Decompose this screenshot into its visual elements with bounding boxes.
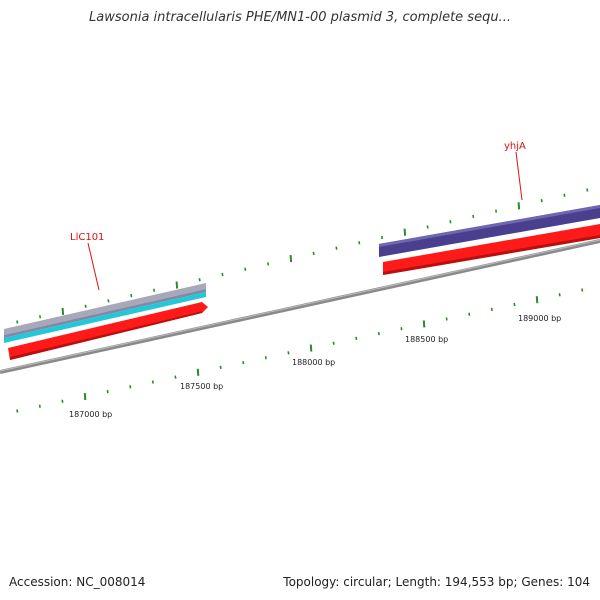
gene-band-cyan <box>4 292 206 343</box>
cds-arrow-left-shade <box>10 311 203 360</box>
topology-info-text: Topology: circular; Length: 194,553 bp; … <box>283 575 590 589</box>
upper-row-minor-tick <box>153 288 156 292</box>
lower-row-minor-tick <box>242 360 245 365</box>
upper-row-minor-tick <box>244 267 247 271</box>
gene-feature-yhja[interactable] <box>379 205 600 275</box>
lower-row-minor-tick <box>287 351 290 355</box>
upper-row-minor-tick <box>563 193 566 197</box>
tick-label-188500: 188500 bp <box>405 335 448 344</box>
gene-label-1: LlC101 <box>70 232 104 243</box>
upper-row-minor-tick <box>39 315 42 319</box>
lower-row-minor-tick <box>332 341 335 345</box>
upper-row-major-tick <box>403 228 407 236</box>
gene-label-leader-2 <box>515 151 523 201</box>
lower-row-minor-tick <box>468 312 471 316</box>
lower-row-minor-tick <box>558 293 561 297</box>
tick-label-189000: 189000 bp <box>518 314 561 323</box>
gene-feature-llc101[interactable] <box>4 283 208 360</box>
gene-band-grey <box>4 283 206 335</box>
gene-band-grey-dark <box>4 289 206 338</box>
tick-label-187000: 187000 bp <box>69 410 112 419</box>
upper-row-minor-tick <box>449 220 452 224</box>
lower-row-major-tick <box>196 368 200 376</box>
lower-row-minor-tick <box>400 327 403 331</box>
lower-row-minor-tick <box>445 317 448 321</box>
lower-row-minor-tick <box>61 399 64 403</box>
backbone-highlight <box>0 239 600 372</box>
tick-label-187500: 187500 bp <box>180 382 223 391</box>
lower-row-minor-tick <box>219 365 222 370</box>
upper-row-minor-tick <box>426 225 429 229</box>
lower-row-minor-tick <box>581 288 584 292</box>
upper-row-minor-tick <box>130 293 133 298</box>
lower-row-minor-tick <box>513 302 516 307</box>
upper-row-major-tick <box>289 255 293 263</box>
upper-row-minor-tick <box>381 235 384 240</box>
upper-row-minor-tick <box>107 299 110 303</box>
lower-row-minor-tick <box>38 404 41 408</box>
upper-row-major-tick <box>175 281 179 289</box>
lower-row-minor-tick <box>490 307 493 312</box>
lower-row-minor-tick <box>355 336 358 341</box>
tick-row-upper <box>16 188 589 324</box>
backbone-line <box>0 239 600 374</box>
lower-row-major-tick <box>309 344 313 352</box>
upper-row-minor-tick <box>335 246 338 250</box>
lower-row-major-tick <box>83 392 87 401</box>
cds-arrow-left <box>8 302 208 360</box>
upper-row-minor-tick <box>586 188 589 192</box>
upper-row-major-tick <box>517 202 521 210</box>
accession-text: Accession: NC_008014 <box>9 575 146 589</box>
lower-row-major-tick <box>422 320 426 328</box>
upper-row-minor-tick <box>495 209 498 213</box>
lower-row-minor-tick <box>151 380 154 384</box>
gene-label-leader-1 <box>87 242 100 291</box>
upper-row-minor-tick <box>312 251 315 256</box>
upper-row-minor-tick <box>472 214 475 219</box>
upper-row-minor-tick <box>198 278 201 282</box>
upper-row-minor-tick <box>358 241 361 245</box>
gene-label-2: yhjA <box>504 141 526 152</box>
lower-row-minor-tick <box>377 331 380 336</box>
upper-row-minor-tick <box>221 272 224 277</box>
tick-row-lower <box>16 288 584 413</box>
upper-row-major-tick <box>61 307 65 315</box>
upper-row-minor-tick <box>16 320 19 324</box>
cds-arrow-right <box>383 224 600 275</box>
upper-row-minor-tick <box>84 304 87 308</box>
gene-band-purple-light <box>379 205 600 247</box>
upper-row-minor-tick <box>267 262 270 266</box>
lower-row-minor-tick <box>16 409 19 413</box>
map-title: Lawsonia intracellularis PHE/MN1-00 plas… <box>89 10 511 25</box>
tick-label-188000: 188000 bp <box>292 358 335 367</box>
cds-arrow-right-shade <box>383 235 600 275</box>
upper-row-minor-tick <box>540 198 543 203</box>
lower-row-minor-tick <box>129 385 132 389</box>
lower-row-minor-tick <box>264 356 267 360</box>
lower-row-major-tick <box>535 296 539 304</box>
lower-row-minor-tick <box>106 389 109 394</box>
lower-row-minor-tick <box>174 375 177 379</box>
gene-band-purple <box>379 205 600 257</box>
